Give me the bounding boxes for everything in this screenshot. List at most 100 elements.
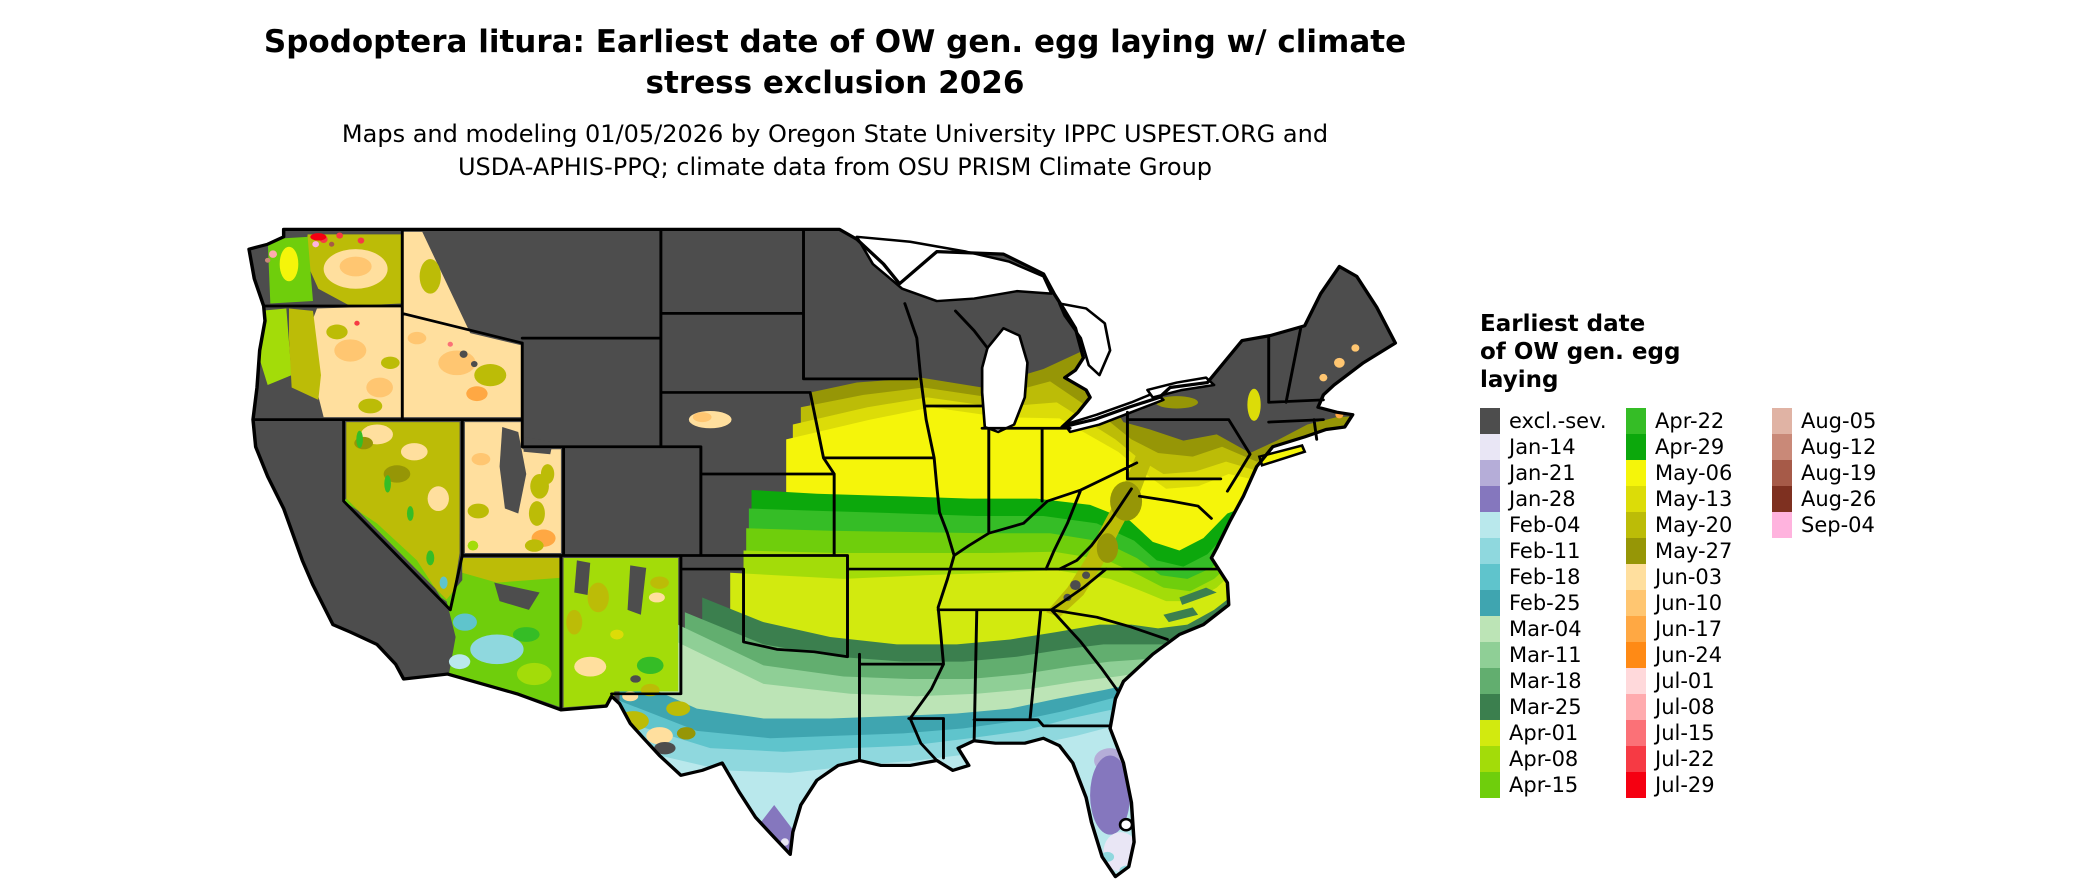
legend-title-line2: of OW gen. egg xyxy=(1480,339,1681,365)
us-choropleth-map xyxy=(247,227,1398,879)
legend-swatch xyxy=(1626,564,1646,590)
legend-item: Mar-25 xyxy=(1480,694,1600,720)
map-patch xyxy=(1090,755,1131,835)
legend-title-line1: Earliest date xyxy=(1480,311,1646,337)
legend-label: Mar-25 xyxy=(1509,695,1582,719)
legend-item: Feb-18 xyxy=(1480,564,1600,590)
map-patch xyxy=(384,475,391,493)
legend-swatch xyxy=(1480,434,1500,460)
map-patch xyxy=(524,539,544,552)
legend-item: Aug-05 xyxy=(1772,408,1892,434)
legend-item: Apr-29 xyxy=(1626,434,1746,460)
map-patch xyxy=(400,443,428,461)
legend-swatch xyxy=(1480,746,1500,772)
map-patch xyxy=(358,398,383,414)
legend-swatch xyxy=(1772,434,1792,460)
legend-column: Apr-22 Apr-29 May-06 May-13 May-20 May-27 Jun-… xyxy=(1626,408,1746,798)
legend-label: Jul-08 xyxy=(1655,695,1715,719)
legend-item: Feb-11 xyxy=(1480,538,1600,564)
map-patch xyxy=(462,557,561,583)
map-patch xyxy=(438,350,476,376)
legend-swatch xyxy=(1626,460,1646,486)
legend-label: Feb-25 xyxy=(1509,591,1581,615)
map-patch xyxy=(566,609,583,635)
legend-label: Jul-15 xyxy=(1655,721,1715,745)
legend-label: Apr-29 xyxy=(1655,435,1725,459)
legend-item: excl.-sev. xyxy=(1480,408,1607,434)
legend-swatch xyxy=(1626,720,1646,746)
map-patch xyxy=(366,377,393,398)
legend-swatch xyxy=(1480,642,1500,668)
us-map-container xyxy=(241,222,1446,884)
legend-label: Apr-15 xyxy=(1509,773,1579,797)
legend-item: May-20 xyxy=(1626,512,1746,538)
legend-label: Jun-24 xyxy=(1655,643,1723,667)
legend-swatch xyxy=(1626,694,1646,720)
map-patch xyxy=(426,550,435,566)
legend-label: May-27 xyxy=(1655,539,1733,563)
legend-label: Jun-10 xyxy=(1655,591,1723,615)
map-patch xyxy=(1351,344,1360,352)
legend-label: Feb-04 xyxy=(1509,513,1581,537)
legend-item: Jul-15 xyxy=(1626,720,1746,746)
map-legend: Earliest date of OW gen. egg laying excl… xyxy=(1480,310,1918,798)
map-patch xyxy=(336,232,343,239)
map-patch xyxy=(494,582,540,610)
legend-item: Sep-04 xyxy=(1772,512,1892,538)
map-patch xyxy=(256,308,292,386)
legend-item: Aug-19 xyxy=(1772,460,1892,486)
map-patch xyxy=(326,324,348,340)
legend-swatch xyxy=(1480,486,1500,512)
legend-swatch xyxy=(1480,616,1500,642)
legend-swatch xyxy=(1626,512,1646,538)
map-patch xyxy=(648,592,665,603)
legend-swatch xyxy=(1480,408,1500,434)
legend-column: excl.-sev. Jan-14 Jan-21 Jan-28 Feb-04 Feb-11… xyxy=(1480,408,1607,798)
legend-label: Aug-26 xyxy=(1801,487,1877,511)
map-patch xyxy=(380,356,400,369)
legend-label: Feb-18 xyxy=(1509,565,1581,589)
map-patch xyxy=(407,331,427,345)
map-patch xyxy=(470,360,478,368)
legend-label: Jun-17 xyxy=(1655,617,1723,641)
legend-swatch xyxy=(1626,668,1646,694)
legend-item: Mar-04 xyxy=(1480,616,1600,642)
map-patch xyxy=(1070,580,1081,591)
legend-item: Aug-26 xyxy=(1772,486,1892,512)
map-patch xyxy=(452,613,477,631)
map-patch xyxy=(459,350,468,358)
map-patch xyxy=(354,320,360,326)
map-patch xyxy=(1334,357,1345,368)
legend-swatch xyxy=(1480,772,1500,798)
map-patch xyxy=(574,560,591,595)
map-patch xyxy=(692,412,712,423)
map-patch xyxy=(471,452,491,466)
map-patch xyxy=(1155,396,1199,409)
map-patch xyxy=(339,256,372,277)
map-patch xyxy=(406,506,414,521)
map-patch xyxy=(587,582,609,613)
map-patch xyxy=(356,430,363,449)
map-patch xyxy=(627,565,647,615)
map-patch xyxy=(467,540,479,551)
legend-columns: excl.-sev. Jan-14 Jan-21 Jan-28 Feb-04 Feb-11… xyxy=(1480,408,1918,798)
legend-item: Mar-18 xyxy=(1480,668,1600,694)
page-subtitle-line2: USDA-APHIS-PPQ; climate data from OSU PR… xyxy=(457,153,1213,181)
map-patch xyxy=(654,741,676,755)
legend-label: Aug-19 xyxy=(1801,461,1877,485)
legend-item: Mar-11 xyxy=(1480,642,1600,668)
lake-michigan xyxy=(980,326,1029,434)
legend-label: excl.-sev. xyxy=(1509,409,1607,433)
map-patch xyxy=(650,576,669,589)
map-patch xyxy=(512,627,540,642)
legend-item: Jun-24 xyxy=(1626,642,1746,668)
legend-item: Apr-01 xyxy=(1480,720,1600,746)
legend-label: Jul-29 xyxy=(1655,773,1715,797)
page-subtitle-line1: Maps and modeling 01/05/2026 by Oregon S… xyxy=(341,120,1329,148)
legend-swatch xyxy=(1480,538,1500,564)
legend-label: Apr-22 xyxy=(1655,409,1725,433)
lake-superior xyxy=(855,235,1053,303)
map-patch xyxy=(310,233,327,241)
legend-swatch xyxy=(1772,486,1792,512)
legend-item: Jun-17 xyxy=(1626,616,1746,642)
